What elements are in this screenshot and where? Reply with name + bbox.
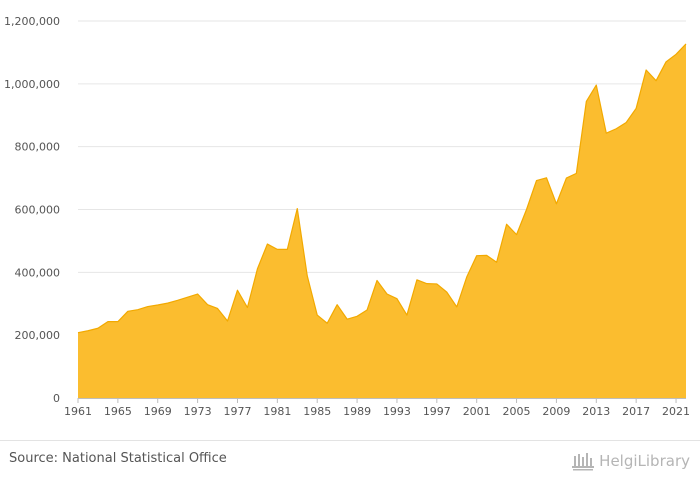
data-point-1999 <box>456 306 458 308</box>
data-point-2012 <box>585 100 587 102</box>
data-point-2015 <box>615 128 617 130</box>
data-point-2003 <box>496 261 498 263</box>
data-point-1974 <box>207 304 209 306</box>
data-point-1987 <box>336 304 338 306</box>
data-point-1961 <box>77 332 79 334</box>
chart-area: 0 200,000 400,000 600,000 800,000 1,000,000 1,… <box>4 15 690 418</box>
x-tick-label: 1989 <box>343 405 371 418</box>
x-tick-label: 1977 <box>223 405 251 418</box>
data-point-1985 <box>316 314 318 316</box>
x-tick-label: 1993 <box>383 405 411 418</box>
data-point-1973 <box>197 293 199 295</box>
data-point-1971 <box>177 299 179 301</box>
y-tick-label: 800,000 <box>15 141 61 154</box>
data-point-2020 <box>665 61 667 63</box>
data-point-1998 <box>446 291 448 293</box>
data-point-2016 <box>625 121 627 123</box>
chart-svg: 0 200,000 400,000 600,000 800,000 1,000,000 1,… <box>4 15 690 418</box>
data-point-2002 <box>486 254 488 256</box>
data-point-1977 <box>236 289 238 291</box>
data-point-2001 <box>476 255 478 257</box>
source-label: Source: National Statistical Office <box>9 451 227 466</box>
footer: Source: National Statistical Office Helg… <box>0 440 700 484</box>
data-point-1996 <box>426 283 428 285</box>
x-tick-label: 1997 <box>423 405 451 418</box>
data-point-1992 <box>386 293 388 295</box>
data-point-1965 <box>117 321 119 323</box>
data-point-2004 <box>506 223 508 225</box>
data-point-1995 <box>416 279 418 281</box>
x-tick-label: 1985 <box>303 405 331 418</box>
data-point-1982 <box>286 248 288 250</box>
x-tick-label: 2001 <box>463 405 491 418</box>
y-tick-label: 0 <box>53 392 60 405</box>
data-point-1975 <box>217 307 219 309</box>
data-point-2021 <box>675 53 677 55</box>
data-point-2011 <box>575 172 577 174</box>
brand-logo-link[interactable]: HelgiLibrary <box>571 447 690 475</box>
data-point-1981 <box>276 248 278 250</box>
data-point-1970 <box>167 302 169 304</box>
y-tick-label: 400,000 <box>15 266 61 279</box>
data-point-1962 <box>87 330 89 332</box>
y-tick-label: 200,000 <box>15 329 61 342</box>
x-tick-label: 2009 <box>542 405 570 418</box>
data-point-2009 <box>555 203 557 205</box>
data-point-2019 <box>655 80 657 82</box>
data-point-1967 <box>137 309 139 311</box>
x-tick-label: 2021 <box>662 405 690 418</box>
data-point-2018 <box>645 69 647 71</box>
area-series-line <box>77 43 687 334</box>
x-tick-label: 1973 <box>184 405 212 418</box>
data-point-2005 <box>516 234 518 236</box>
x-tick-label: 2017 <box>622 405 650 418</box>
data-point-2013 <box>595 84 597 86</box>
y-tick-label: 1,000,000 <box>4 78 60 91</box>
x-tick-label: 2005 <box>503 405 531 418</box>
area-chart: 0 200,000 400,000 600,000 800,000 1,000,000 1,… <box>4 15 690 418</box>
x-tick-label: 1961 <box>64 405 92 418</box>
data-point-2014 <box>605 132 607 134</box>
data-point-1990 <box>366 309 368 311</box>
data-point-2010 <box>565 177 567 179</box>
x-tick-label: 1969 <box>144 405 172 418</box>
x-tick-label: 1965 <box>104 405 132 418</box>
data-point-1980 <box>266 243 268 245</box>
data-point-2006 <box>526 209 528 211</box>
x-tick-label: 1981 <box>263 405 291 418</box>
data-point-2022 <box>685 43 687 45</box>
data-point-1993 <box>396 298 398 300</box>
data-point-1984 <box>306 275 308 277</box>
library-logo-icon <box>572 453 595 471</box>
data-point-1986 <box>326 322 328 324</box>
data-point-1976 <box>227 320 229 322</box>
data-point-1969 <box>157 304 159 306</box>
data-point-1964 <box>107 321 109 323</box>
area-series-fill <box>78 43 686 398</box>
data-point-1989 <box>356 315 358 317</box>
data-point-1966 <box>127 310 129 312</box>
brand-name: HelgiLibrary <box>599 452 690 470</box>
data-point-2017 <box>635 107 637 109</box>
data-point-2008 <box>545 177 547 179</box>
data-point-1963 <box>97 327 99 329</box>
data-point-2000 <box>466 276 468 278</box>
data-point-1988 <box>346 318 348 320</box>
data-point-1991 <box>376 280 378 282</box>
data-point-2007 <box>535 180 537 182</box>
data-point-1968 <box>147 306 149 308</box>
x-tick-label: 2013 <box>582 405 610 418</box>
data-point-1997 <box>436 283 438 285</box>
y-tick-label: 1,200,000 <box>4 15 60 28</box>
data-point-1979 <box>256 268 258 270</box>
y-tick-label: 600,000 <box>15 204 61 217</box>
data-point-1978 <box>246 307 248 309</box>
data-point-1972 <box>187 296 189 298</box>
data-point-1994 <box>406 314 408 316</box>
data-point-1983 <box>296 208 298 210</box>
